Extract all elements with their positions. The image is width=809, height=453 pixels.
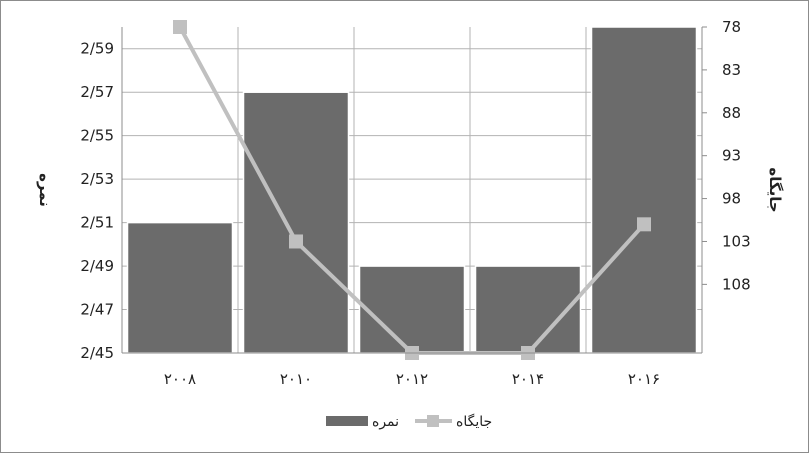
bars-series xyxy=(126,26,698,354)
x-tick-label: ۲۰۱۲ xyxy=(396,370,428,388)
legend-line-label: جایگاه xyxy=(456,413,492,430)
legend-bar-label: نمره xyxy=(372,414,399,430)
legend: نمره جایگاه xyxy=(326,413,492,430)
right-tick-label: 78 xyxy=(722,18,741,36)
left-tick-label: 2/59 xyxy=(80,40,114,58)
bar xyxy=(358,265,466,354)
x-axis-ticks: ۲۰۰۸ ۲۰۱۰ ۲۰۱۲ ۲۰۱۴ ۲۰۱۶ xyxy=(164,370,660,388)
x-tick-label: ۲۰۱۶ xyxy=(628,370,660,388)
right-tick-label: 108 xyxy=(722,275,751,293)
right-tick-label: 83 xyxy=(722,61,741,79)
x-tick-label: ۲۰۰۸ xyxy=(164,370,196,388)
axes xyxy=(121,26,707,354)
line-marker xyxy=(637,217,651,232)
line-marker xyxy=(173,20,187,34)
right-axis-ticks: 78 83 88 93 98 103 108 xyxy=(722,18,751,293)
left-tick-label: 2/57 xyxy=(80,83,114,101)
right-tick-label: 98 xyxy=(722,190,741,208)
x-tick-label: ۲۰۱۰ xyxy=(280,370,312,388)
line-marker xyxy=(289,234,303,249)
right-tick-label: 88 xyxy=(722,104,741,122)
left-tick-label: 2/51 xyxy=(80,214,114,232)
bar xyxy=(126,221,234,354)
legend-bar-swatch xyxy=(326,416,368,426)
legend-line-marker xyxy=(427,415,439,427)
bar xyxy=(242,91,350,354)
left-tick-label: 2/47 xyxy=(80,301,114,319)
left-axis-title: نمره xyxy=(36,173,54,207)
left-tick-label: 2/45 xyxy=(80,344,114,362)
left-tick-label: 2/55 xyxy=(80,127,114,145)
x-tick-label: ۲۰۱۴ xyxy=(512,370,544,388)
left-tick-label: 2/49 xyxy=(80,257,114,275)
left-axis-ticks: 2/45 2/47 2/49 2/51 2/53 2/55 2/57 2/59 xyxy=(80,40,114,362)
right-tick-label: 93 xyxy=(722,147,741,165)
left-tick-label: 2/53 xyxy=(80,170,114,188)
bar xyxy=(590,26,698,354)
right-tick-label: 103 xyxy=(722,232,751,250)
right-axis-title: جایگاه xyxy=(766,167,784,212)
